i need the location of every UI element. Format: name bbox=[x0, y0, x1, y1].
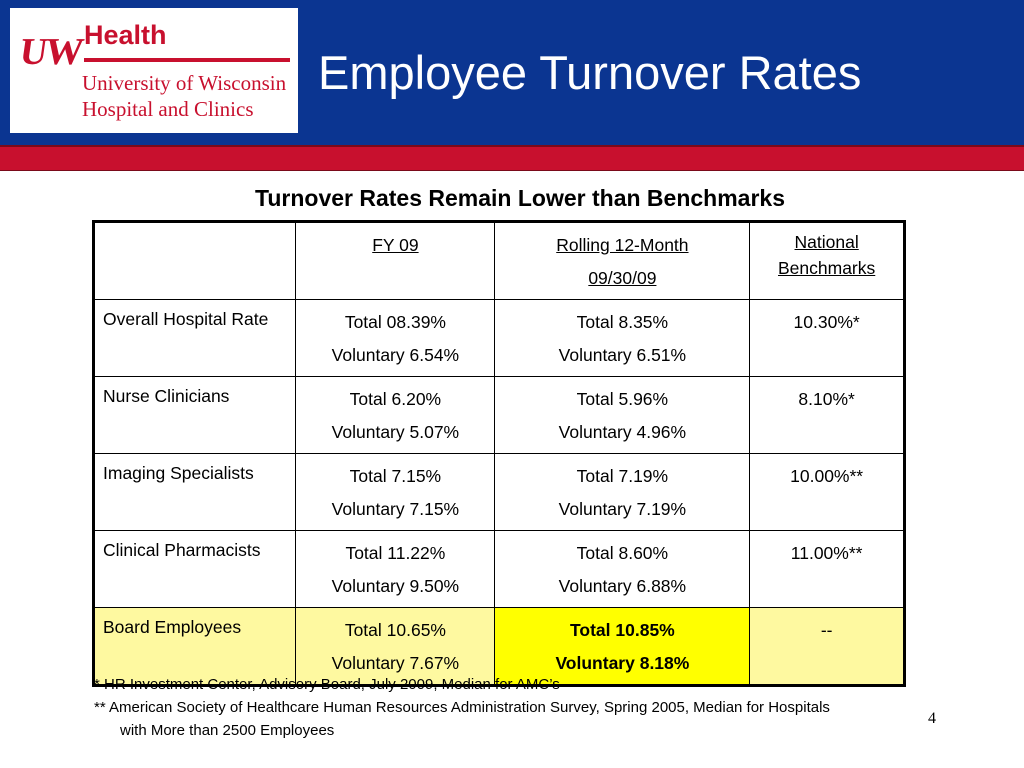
slide-subtitle: Turnover Rates Remain Lower than Benchma… bbox=[255, 185, 785, 211]
header-fy09: FY 09 bbox=[295, 221, 496, 300]
fy09-cell: Total 11.22% Voluntary 9.50% bbox=[295, 530, 496, 608]
rolling-cell: Total 8.60% Voluntary 6.88% bbox=[494, 530, 751, 608]
header-rolling-date: 09/30/09 bbox=[588, 268, 657, 288]
header-fy09-label: FY 09 bbox=[372, 235, 419, 255]
rolling-cell: Total 8.35% Voluntary 6.51% bbox=[494, 299, 751, 377]
logo-university-line: University of Wisconsin bbox=[82, 71, 287, 95]
rolling-cell: Total 7.19% Voluntary 7.19% bbox=[494, 453, 751, 531]
table-row: Overall Hospital Rate Total 08.39% Volunt… bbox=[92, 299, 905, 377]
header-benchmarks-label: National Benchmarks bbox=[778, 232, 876, 278]
fy09-cell: Total 6.20% Voluntary 5.07% bbox=[295, 376, 496, 454]
fy09-voluntary: Voluntary 9.50% bbox=[331, 576, 460, 596]
rolling-voluntary: Voluntary 7.19% bbox=[558, 499, 687, 519]
footnote-ashhra-survey: ** American Society of Healthcare Human … bbox=[94, 699, 830, 716]
accent-band bbox=[0, 145, 1024, 171]
fy09-total: Total 11.22% bbox=[345, 543, 446, 563]
fy09-voluntary: Voluntary 7.67% bbox=[331, 653, 460, 673]
benchmark-cell: 10.30%* bbox=[749, 299, 905, 377]
table-row-highlighted: Board Employees Total 10.65% Voluntary 7.… bbox=[92, 607, 905, 686]
rolling-voluntary: Voluntary 6.51% bbox=[558, 345, 687, 365]
logo-hospital-line: Hospital and Clinics bbox=[82, 97, 254, 121]
fy09-voluntary: Voluntary 6.54% bbox=[331, 345, 460, 365]
row-label: Board Employees bbox=[92, 607, 297, 686]
fy09-total: Total 7.15% bbox=[349, 466, 442, 486]
fy09-cell: Total 10.65% Voluntary 7.67% bbox=[295, 607, 496, 686]
footnote-ashhra-survey-continued: with More than 2500 Employees bbox=[120, 722, 335, 739]
row-label: Nurse Clinicians bbox=[92, 376, 297, 454]
turnover-table: FY 09 Rolling 12-Month 09/30/09 National… bbox=[92, 220, 906, 687]
fy09-cell: Total 08.39% Voluntary 6.54% bbox=[295, 299, 496, 377]
rolling-voluntary: Voluntary 4.96% bbox=[558, 422, 687, 442]
header-rolling: Rolling 12-Month 09/30/09 bbox=[494, 221, 751, 300]
logo-health-text: Health bbox=[84, 20, 167, 50]
table-header-row: FY 09 Rolling 12-Month 09/30/09 National… bbox=[92, 221, 905, 300]
logo-uw-mark: UW bbox=[17, 31, 85, 73]
rolling-cell: Total 5.96% Voluntary 4.96% bbox=[494, 376, 751, 454]
header-blank-cell bbox=[92, 221, 297, 300]
header-benchmarks: National Benchmarks bbox=[749, 221, 905, 300]
page-number: 4 bbox=[928, 710, 936, 727]
rolling-voluntary: Voluntary 8.18% bbox=[555, 653, 690, 673]
logo-divider bbox=[84, 58, 290, 62]
rolling-total: Total 8.35% bbox=[576, 312, 669, 332]
fy09-total: Total 6.20% bbox=[349, 389, 442, 409]
table-row: Imaging Specialists Total 7.15% Voluntary… bbox=[92, 453, 905, 531]
benchmark-cell: 8.10%* bbox=[749, 376, 905, 454]
uw-health-logo: UW Health University of Wisconsin Hospit… bbox=[10, 8, 298, 133]
row-label: Imaging Specialists bbox=[92, 453, 297, 531]
rolling-total: Total 8.60% bbox=[576, 543, 669, 563]
rolling-voluntary: Voluntary 6.88% bbox=[558, 576, 687, 596]
fy09-voluntary: Voluntary 5.07% bbox=[331, 422, 460, 442]
benchmark-cell: 10.00%** bbox=[749, 453, 905, 531]
rolling-total: Total 7.19% bbox=[576, 466, 669, 486]
benchmark-cell: -- bbox=[749, 607, 905, 686]
table-row: Clinical Pharmacists Total 11.22% Volunta… bbox=[92, 530, 905, 608]
row-label: Clinical Pharmacists bbox=[92, 530, 297, 608]
fy09-total: Total 08.39% bbox=[344, 312, 446, 332]
slide-title: Employee Turnover Rates bbox=[318, 46, 862, 99]
rolling-total: Total 5.96% bbox=[576, 389, 669, 409]
benchmark-cell: 11.00%** bbox=[749, 530, 905, 608]
fy09-total: Total 10.65% bbox=[344, 620, 446, 640]
rolling-cell-highlighted: Total 10.85% Voluntary 8.18% bbox=[494, 607, 751, 686]
rolling-total: Total 10.85% bbox=[570, 620, 675, 640]
title-banner: UW Health University of Wisconsin Hospit… bbox=[0, 0, 1024, 145]
footnote-advisory-board: * HR Investment Center, Advisory Board, … bbox=[94, 676, 560, 693]
table-row: Nurse Clinicians Total 6.20% Voluntary 5.… bbox=[92, 376, 905, 454]
fy09-cell: Total 7.15% Voluntary 7.15% bbox=[295, 453, 496, 531]
fy09-voluntary: Voluntary 7.15% bbox=[331, 499, 460, 519]
header-rolling-label: Rolling 12-Month bbox=[556, 235, 689, 255]
row-label: Overall Hospital Rate bbox=[92, 299, 297, 377]
